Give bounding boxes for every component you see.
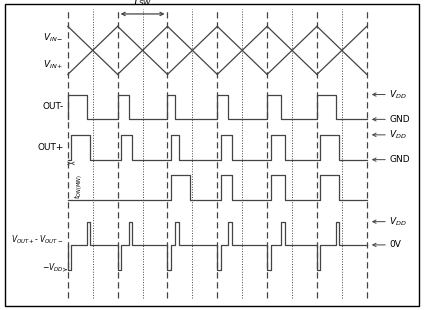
Text: $t_{ON(MIN)}$: $t_{ON(MIN)}$: [72, 174, 84, 199]
Text: $V_{DD}$: $V_{DD}$: [389, 129, 407, 141]
Text: $V_{IN+}$: $V_{IN+}$: [43, 58, 64, 71]
Text: $-V_{DD}$: $-V_{DD}$: [42, 262, 64, 274]
Text: GND: GND: [389, 115, 410, 124]
Text: $V_{IN-}$: $V_{IN-}$: [43, 32, 64, 44]
Text: GND: GND: [389, 155, 410, 164]
Text: 0V: 0V: [389, 240, 401, 250]
Text: OUT-: OUT-: [42, 102, 64, 112]
Text: $T_{SW}$: $T_{SW}$: [132, 0, 153, 8]
Text: $V_{DD}$: $V_{DD}$: [389, 88, 407, 101]
Text: $V_{OUT+}$- $V_{OUT-}$: $V_{OUT+}$- $V_{OUT-}$: [11, 234, 64, 246]
Text: $V_{DD}$: $V_{DD}$: [389, 215, 407, 228]
Text: OUT+: OUT+: [37, 143, 64, 152]
